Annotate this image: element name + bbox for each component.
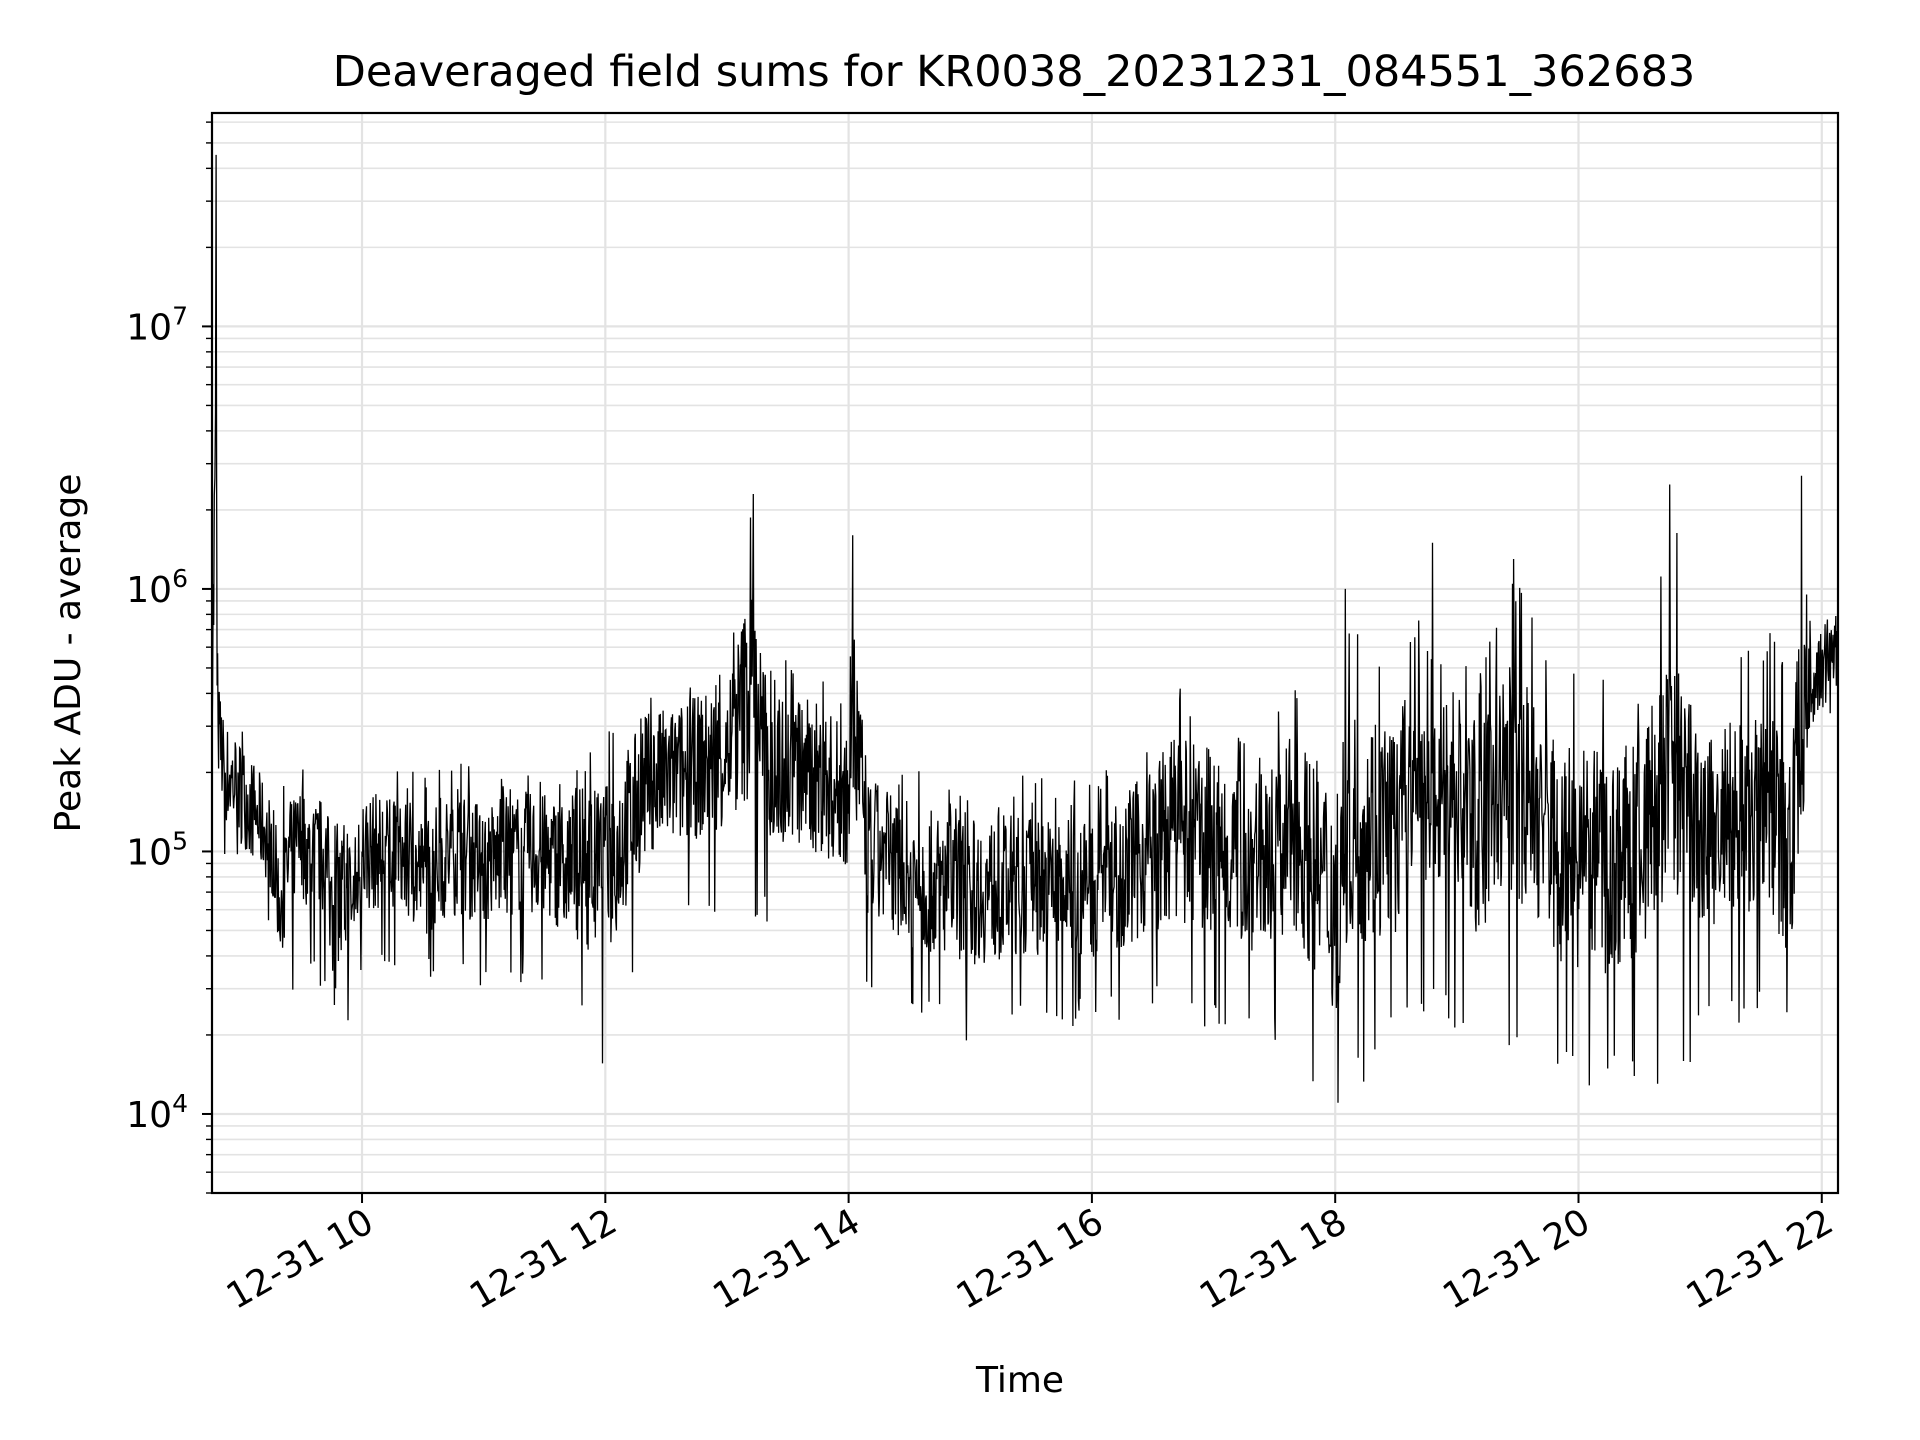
x-axis-label: Time: [975, 1360, 1064, 1401]
plot-frame: [210, 111, 1840, 1195]
y-tick-label: 105: [126, 826, 188, 873]
chart-title: Deaveraged field sums for KR0038_2023123…: [333, 47, 1696, 97]
y-tick-label: 107: [126, 301, 188, 348]
y-tick-label: 104: [126, 1089, 188, 1136]
series-polyline: [211, 154, 1839, 1103]
series-line: [211, 154, 1839, 1103]
y-axis-label: Peak ADU - average: [48, 474, 89, 833]
y-tick-label: 106: [126, 564, 188, 611]
